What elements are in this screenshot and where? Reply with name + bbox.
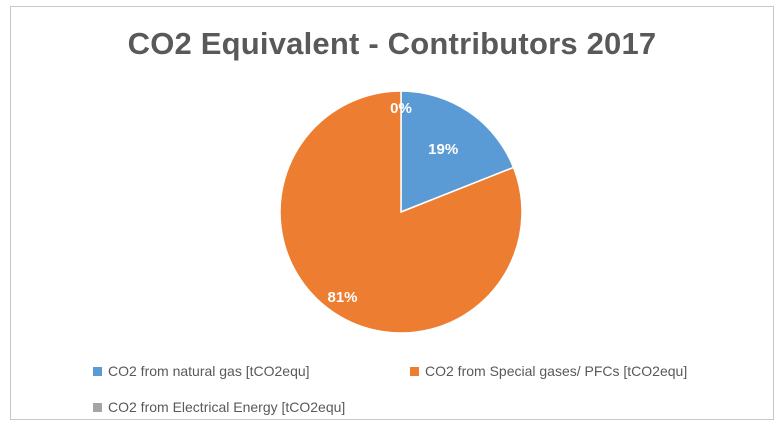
legend-label-special-gases: CO2 from Special gases/ PFCs [tCO2equ] bbox=[425, 363, 687, 379]
legend-label-natural-gas: CO2 from natural gas [tCO2equ] bbox=[108, 363, 310, 379]
legend-item-natural-gas: CO2 from natural gas [tCO2equ] bbox=[93, 363, 310, 379]
legend-swatch-electrical-energy bbox=[93, 403, 102, 412]
legend-swatch-natural-gas bbox=[93, 367, 102, 376]
legend-item-special-gases: CO2 from Special gases/ PFCs [tCO2equ] bbox=[410, 363, 687, 379]
data-label-special-gases: 81% bbox=[327, 289, 357, 306]
data-label-natural-gas: 19% bbox=[428, 141, 458, 158]
legend-label-electrical-energy: CO2 from Electrical Energy [tCO2equ] bbox=[108, 399, 345, 415]
legend-item-electrical-energy: CO2 from Electrical Energy [tCO2equ] bbox=[93, 399, 345, 415]
data-label-electrical-energy: 0% bbox=[390, 100, 412, 117]
legend-swatch-special-gases bbox=[410, 367, 419, 376]
